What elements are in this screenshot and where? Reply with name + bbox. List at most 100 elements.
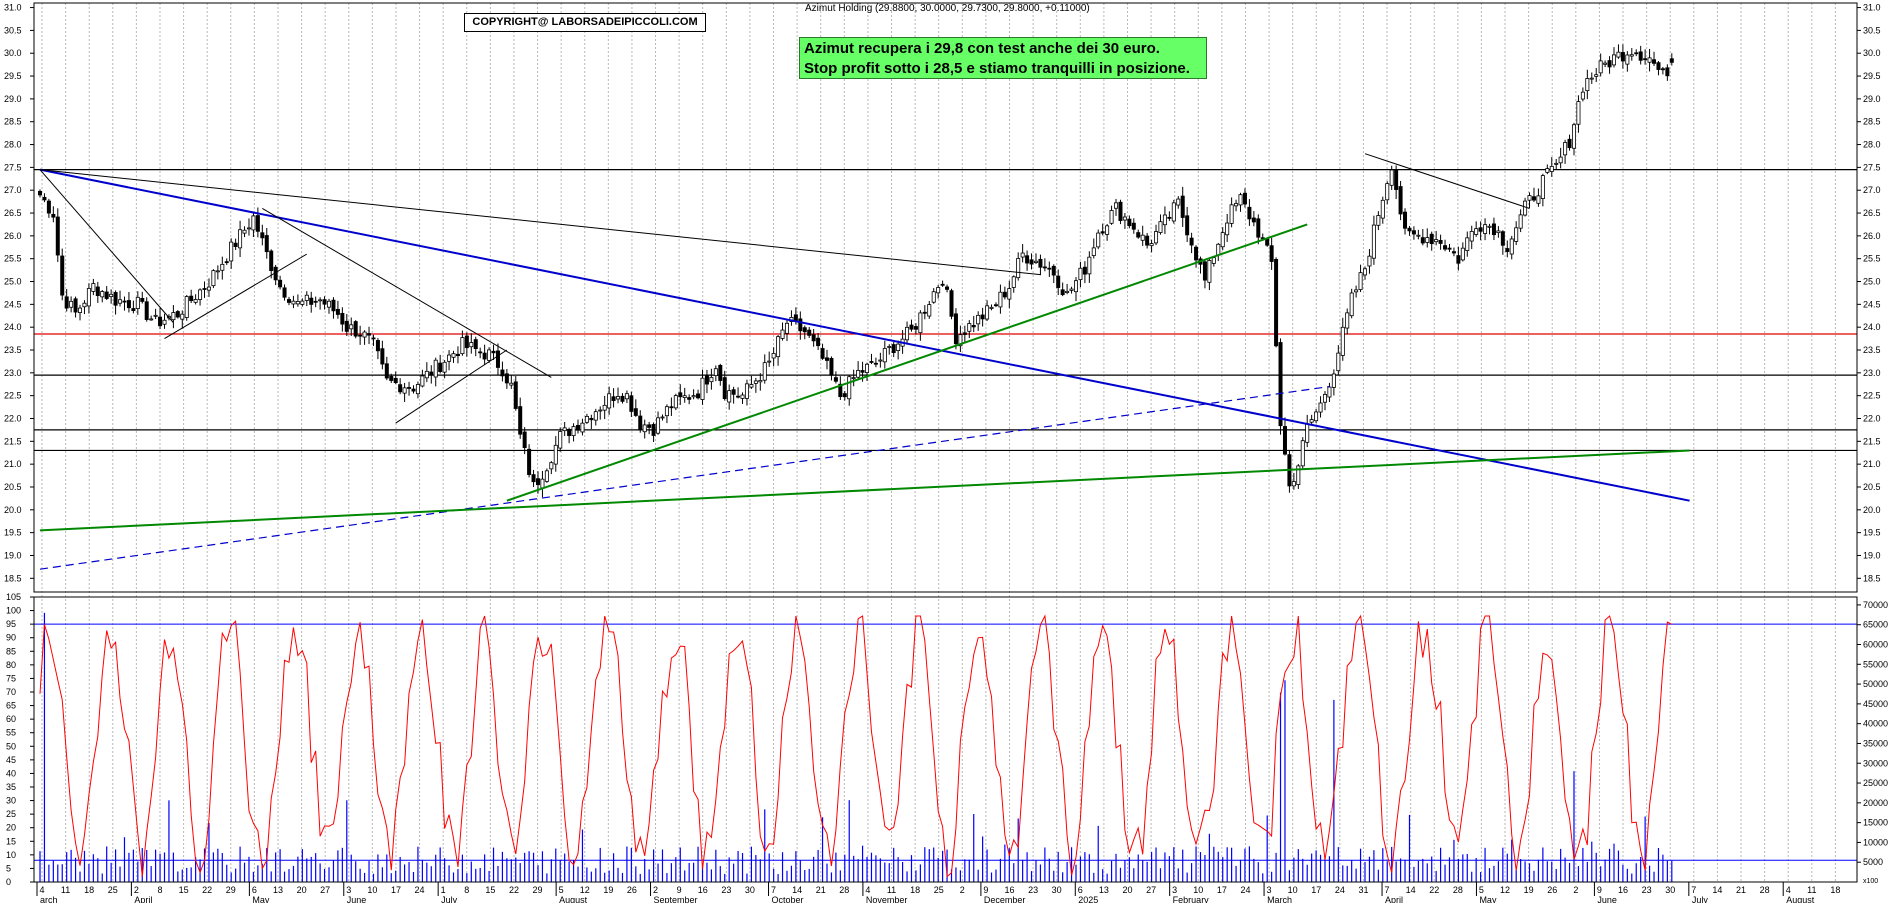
candle-body	[318, 299, 323, 302]
candle-body	[873, 362, 878, 365]
x-day-tick-label: 2	[134, 885, 139, 895]
candle-body	[1029, 259, 1034, 265]
candle-body	[1420, 237, 1425, 244]
candle-body	[64, 296, 69, 309]
candle-body	[1140, 234, 1145, 241]
x-day-tick-label: 20	[297, 885, 307, 895]
x-day-tick-label: 28	[839, 885, 849, 895]
x-day-tick-label: 22	[509, 885, 519, 895]
candle-body	[562, 427, 567, 432]
oscillator-line	[39, 614, 1673, 878]
oscillator-tick-label: 85	[6, 646, 16, 656]
candle-body	[647, 424, 652, 428]
candle-body	[135, 296, 140, 309]
candle-body	[1456, 255, 1461, 264]
candle-body	[86, 288, 91, 307]
candle-body	[442, 361, 447, 373]
candle-body	[518, 406, 523, 435]
candle-body	[1020, 252, 1025, 258]
candle-body	[673, 395, 678, 409]
trendline	[262, 208, 552, 378]
candle-body	[1647, 57, 1652, 63]
candle-body	[1669, 58, 1674, 63]
candle-body	[1131, 222, 1136, 230]
candle-body	[269, 250, 274, 271]
oscillator-tick-label: 65	[6, 701, 16, 711]
candle-body	[851, 377, 856, 380]
x-day-tick-label: 23	[1028, 885, 1038, 895]
candle-body	[1478, 227, 1483, 232]
x-day-tick-label: 11	[61, 885, 70, 895]
candle-body	[1634, 52, 1639, 55]
lower-panel	[34, 612, 1857, 882]
candle-body	[1509, 238, 1514, 255]
x-day-tick-label: 24	[415, 885, 425, 895]
candle-body	[771, 353, 776, 359]
candle-body	[865, 363, 870, 373]
candle-body	[1002, 291, 1007, 298]
candle-body	[820, 348, 825, 359]
candle-body	[651, 424, 656, 436]
candle-body	[829, 357, 834, 376]
candle-body	[589, 417, 594, 421]
candle-body	[998, 291, 1003, 308]
candle-body	[1616, 51, 1621, 58]
x-month-label: March	[1267, 895, 1292, 903]
candle-body	[1643, 58, 1648, 61]
candle-body	[660, 416, 665, 419]
x-day-tick-label: 23	[1642, 885, 1652, 895]
candle-body	[833, 377, 838, 382]
candle-body	[304, 294, 309, 301]
price-tick-label: 20.0	[1863, 505, 1881, 515]
candle-body	[1656, 62, 1661, 70]
candle-body	[1331, 373, 1336, 388]
candle-body	[1011, 276, 1016, 288]
price-tick-label-left: 24.0	[4, 322, 22, 332]
x-day-tick-label: 8	[464, 885, 469, 895]
candle-body	[424, 370, 429, 379]
candle-body	[309, 297, 314, 305]
candle-body	[1314, 411, 1319, 422]
candle-body	[1256, 218, 1261, 238]
x-month-label: May	[1479, 895, 1497, 903]
candle-body	[882, 348, 887, 363]
x-day-tick-label: 20	[1122, 885, 1132, 895]
candle-body	[1122, 216, 1127, 221]
candle-body	[1322, 394, 1327, 403]
candle-body	[1305, 423, 1310, 443]
candle-body	[171, 312, 176, 321]
x-day-tick-label: 21	[816, 885, 826, 895]
price-tick-label: 21.0	[1863, 459, 1881, 469]
x-day-tick-label: 18	[910, 885, 920, 895]
x-day-tick-label: 14	[792, 885, 802, 895]
candle-body	[1282, 426, 1287, 455]
price-tick-label: 29.5	[1863, 71, 1881, 81]
candle-body	[1096, 232, 1101, 248]
trendline	[164, 253, 308, 340]
price-tick-label-left: 27.0	[4, 185, 22, 195]
candle-body	[1540, 175, 1545, 200]
candle-body	[1554, 162, 1559, 165]
candle-body	[464, 335, 469, 349]
candle-body	[1638, 51, 1643, 61]
candle-body	[340, 312, 345, 325]
x-day-tick-label: 30	[1052, 885, 1062, 895]
candle-body	[722, 377, 727, 400]
oscillator-tick-label: 0	[6, 877, 11, 887]
price-tick-label: 28.5	[1863, 117, 1881, 127]
candle-body	[700, 377, 705, 400]
candle-body	[344, 320, 349, 332]
candle-body	[1105, 225, 1110, 235]
oscillator-tick-label: 55	[6, 728, 16, 738]
candle-body	[1327, 386, 1332, 398]
candle-body	[1580, 91, 1585, 100]
candle-body	[1518, 214, 1523, 229]
candle-body	[949, 290, 954, 317]
x-month-label: November	[866, 895, 908, 903]
x-day-tick-label: 28	[1453, 885, 1463, 895]
price-tick-label-left: 19.0	[4, 550, 22, 560]
candle-body	[286, 299, 291, 303]
candle-body	[380, 348, 385, 365]
candle-body	[1078, 267, 1083, 281]
candle-body	[1358, 272, 1363, 290]
